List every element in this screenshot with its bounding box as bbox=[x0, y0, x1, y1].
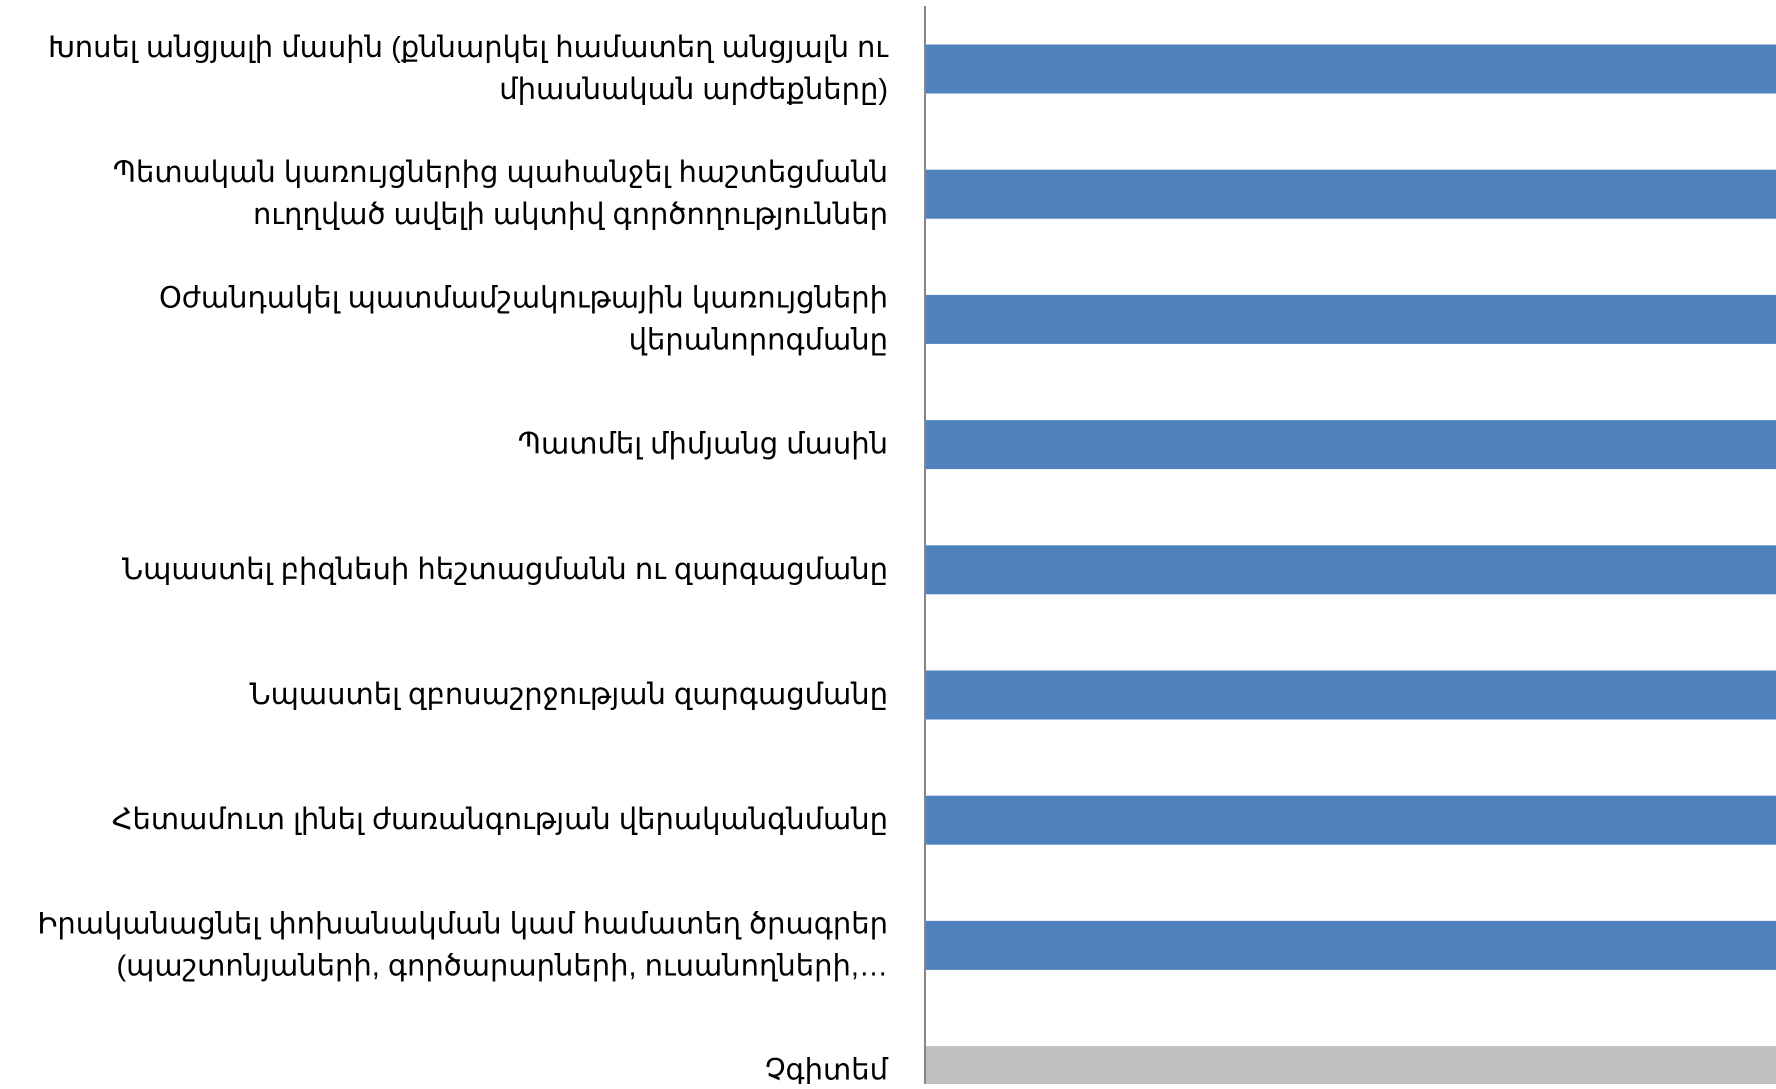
category-label-1-line-1: Խոսել անցյալի մասին (քննարկել համատեղ ան… bbox=[48, 32, 889, 64]
category-label-3-line-2: վերանորոգմանը bbox=[629, 324, 888, 356]
category-label-9: Չգիտեմ bbox=[765, 1055, 889, 1084]
category-label-5: Նպաստել բիզնեսի հեշտացմանն ու զարգացմանը bbox=[122, 554, 888, 586]
bar-3 bbox=[925, 294, 1776, 344]
bar-4 bbox=[925, 420, 1776, 470]
bar-6 bbox=[925, 670, 1776, 720]
category-label-3-line-1: Օժանդակել պատմամշակութային կառույցների bbox=[159, 282, 888, 314]
category-label-6: Նպաստել զբոսաշրջության զարգացմանը bbox=[249, 679, 888, 711]
category-label-8-line-2: (պաշտոնյաների, գործարարների, ուսանողների… bbox=[117, 950, 889, 982]
category-label-2-line-2: ուղղված ավելի ակտիվ գործողություններ bbox=[253, 199, 888, 231]
bar-5 bbox=[925, 545, 1776, 595]
bars-layer bbox=[925, 44, 1776, 1089]
category-label-8-line-1: Իրականացնել փոխանակման կամ համատեղ ծրագր… bbox=[37, 908, 888, 940]
bar-9 bbox=[925, 1046, 1776, 1089]
category-label-7: Հետամուտ լինել ժառանգության վերականգնման… bbox=[112, 804, 888, 836]
category-label-2-line-1: Պետական կառույցներից պահանջել հաշտեցմանն bbox=[113, 157, 888, 189]
bar-2 bbox=[925, 169, 1776, 219]
bar-8 bbox=[925, 920, 1776, 970]
category-label-4: Պատմել միմյանց մասին bbox=[518, 429, 888, 461]
bar-1 bbox=[925, 44, 1776, 94]
category-label-1-line-2: միասնական արժեքները) bbox=[499, 74, 888, 106]
category-labels-layer: Խոսել անցյալի մասին (քննարկել համատեղ ան… bbox=[37, 32, 889, 1087]
bar-7 bbox=[925, 795, 1776, 845]
